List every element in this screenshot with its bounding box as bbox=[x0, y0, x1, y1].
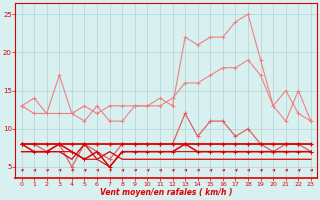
X-axis label: Vent moyen/en rafales ( km/h ): Vent moyen/en rafales ( km/h ) bbox=[100, 188, 233, 197]
